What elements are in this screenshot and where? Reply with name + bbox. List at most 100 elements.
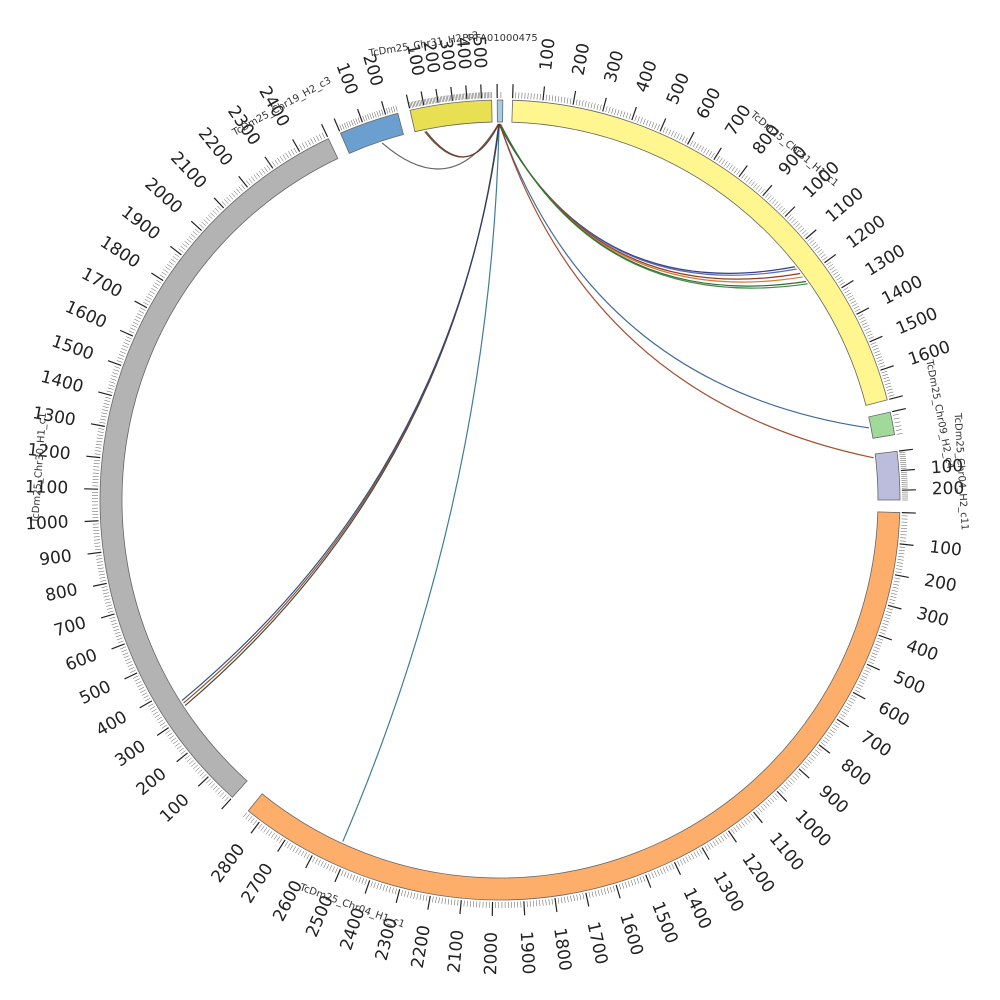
minor-tick (371, 112, 375, 119)
segment-name-prfa: PRFA01000475 (462, 33, 538, 44)
minor-tick (725, 832, 730, 838)
major-tick (321, 123, 329, 138)
minor-tick (416, 100, 419, 107)
minor-tick (692, 141, 697, 148)
minor-tick (898, 549, 905, 552)
minor-tick (824, 737, 830, 741)
minor-tick (103, 403, 110, 406)
minor-tick (409, 102, 412, 109)
minor-tick (896, 565, 903, 567)
major-tick (836, 718, 850, 728)
major-tick (334, 868, 342, 883)
minor-tick (208, 781, 213, 786)
minor-tick (369, 113, 372, 120)
minor-tick (382, 885, 385, 891)
minor-tick (838, 716, 844, 721)
minor-tick (250, 818, 255, 824)
minor-tick (109, 381, 116, 384)
minor-tick (128, 330, 135, 334)
minor-tick (197, 769, 203, 774)
tick-label-chr30h1: 800 (44, 580, 80, 606)
minor-tick (822, 256, 828, 261)
minor-tick (793, 220, 799, 226)
minor-tick (364, 879, 367, 886)
tick-label-chr04h1: 1500 (647, 899, 681, 947)
minor-tick (193, 764, 198, 770)
minor-tick (865, 666, 872, 670)
minor-tick (685, 856, 689, 863)
minor-tick (892, 586, 899, 589)
minor-tick (659, 868, 663, 875)
minor-tick (339, 124, 343, 131)
minor-tick (888, 602, 895, 605)
major-tick (728, 830, 737, 843)
minor-tick (704, 845, 709, 852)
tick-label-chr30h1: 1900 (117, 202, 163, 244)
minor-tick (887, 391, 894, 394)
minor-tick (899, 452, 906, 454)
tick-label-chr30h1: 1500 (49, 331, 96, 364)
minor-tick (130, 327, 136, 331)
minor-tick (123, 342, 130, 346)
major-tick (615, 884, 621, 899)
minor-tick (860, 678, 866, 682)
minor-tick (794, 773, 800, 778)
major-tick (156, 727, 169, 737)
major-tick (572, 90, 577, 105)
minor-tick (886, 611, 893, 614)
minor-tick (447, 95, 449, 102)
minor-tick (876, 640, 883, 644)
minor-tick (662, 867, 666, 874)
minor-tick (131, 324, 138, 328)
minor-tick (457, 899, 459, 906)
minor-tick (867, 333, 873, 337)
minor-tick (106, 390, 113, 393)
minor-tick (452, 94, 455, 101)
minor-tick (696, 850, 700, 856)
minor-tick (695, 143, 699, 149)
minor-tick (206, 778, 211, 784)
minor-tick (703, 148, 707, 154)
minor-tick (447, 898, 450, 905)
minor-tick (413, 892, 416, 899)
minor-tick (463, 93, 465, 100)
minor-tick (868, 661, 874, 665)
minor-tick (748, 815, 753, 821)
minor-tick (258, 823, 263, 829)
minor-tick (192, 231, 198, 236)
minor-tick (883, 620, 890, 623)
minor-tick (627, 880, 631, 887)
minor-tick (124, 339, 131, 343)
tick-label-chr30h1: 1400 (38, 367, 85, 398)
major-tick (887, 604, 902, 610)
minor-tick (144, 697, 151, 702)
tick-label-chr31h1: 1300 (862, 241, 909, 281)
minor-tick (226, 196, 231, 202)
major-tick (139, 700, 153, 709)
minor-tick (212, 210, 218, 215)
minor-tick (854, 689, 860, 693)
minor-tick (152, 285, 159, 289)
minor-tick (690, 140, 694, 146)
major-tick (798, 768, 810, 779)
major-tick (889, 395, 903, 400)
minor-tick (855, 686, 862, 690)
tick-label-chr30h1: 1200 (26, 440, 71, 464)
minor-tick (852, 303, 858, 307)
minor-tick (441, 897, 443, 904)
minor-tick (822, 739, 828, 744)
tick-label-chr04h1: 1300 (709, 868, 748, 915)
minor-tick (741, 821, 746, 827)
minor-tick (246, 180, 251, 186)
segment-prfa (496, 99, 504, 123)
major-tick (892, 407, 906, 413)
minor-tick (700, 146, 705, 152)
minor-tick (778, 205, 783, 211)
tick-label-chr31h1: 300 (601, 48, 629, 84)
minor-tick (450, 899, 453, 906)
minor-tick (846, 292, 852, 296)
minor-tick (557, 897, 560, 904)
minor-tick (566, 97, 569, 104)
minor-tick (426, 98, 429, 105)
minor-tick (801, 230, 807, 235)
